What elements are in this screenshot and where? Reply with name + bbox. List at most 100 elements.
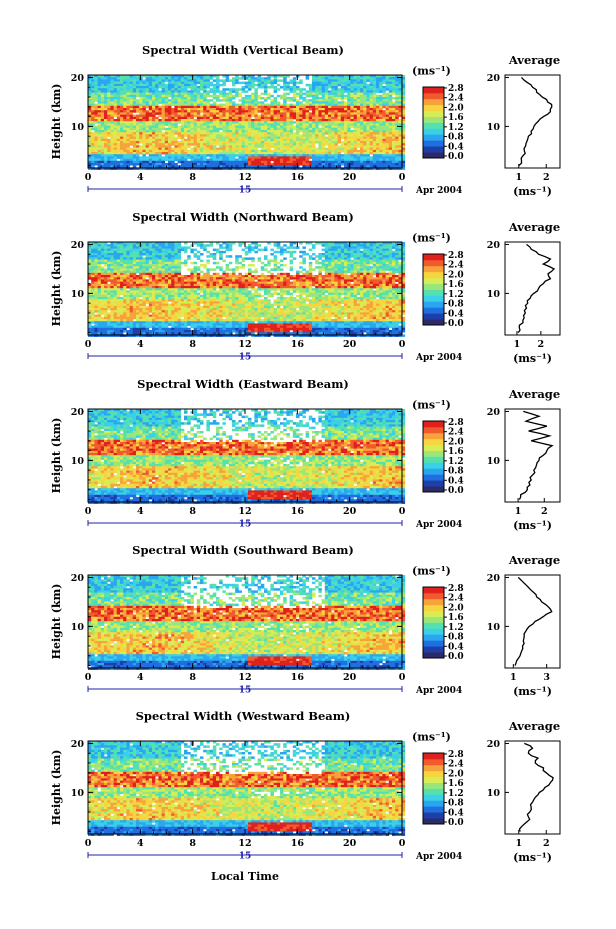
heatmap-cell bbox=[142, 147, 146, 151]
heatmap-cell bbox=[283, 116, 287, 120]
heatmap-cell bbox=[369, 94, 374, 98]
heatmap-cell bbox=[158, 125, 162, 129]
heatmap-cell bbox=[328, 103, 332, 107]
heatmap-cell bbox=[174, 248, 178, 252]
heatmap-cell bbox=[299, 136, 303, 140]
heatmap-cell bbox=[129, 132, 134, 135]
heatmap-cell bbox=[123, 255, 127, 258]
heatmap-cell bbox=[312, 149, 316, 153]
heatmap-cell bbox=[401, 165, 406, 168]
heatmap-cell bbox=[356, 99, 361, 102]
heatmap-cell bbox=[379, 160, 383, 164]
heatmap-cell bbox=[241, 266, 246, 269]
heatmap-cell bbox=[334, 261, 338, 265]
heatmap-cell bbox=[184, 121, 188, 124]
heatmap-cell bbox=[276, 154, 281, 157]
heatmap-cell bbox=[244, 167, 249, 170]
heatmap-cell bbox=[324, 242, 329, 245]
heatmap-cell bbox=[155, 253, 159, 256]
heatmap-cell bbox=[238, 143, 242, 146]
heatmap-cell bbox=[222, 112, 226, 115]
heatmap-cell bbox=[171, 110, 175, 113]
heatmap-cell bbox=[318, 108, 322, 111]
heatmap-cell bbox=[100, 154, 105, 157]
heatmap-cell bbox=[401, 158, 406, 162]
heatmap-cell bbox=[257, 136, 262, 140]
heatmap-cell bbox=[363, 264, 367, 267]
heatmap-cell bbox=[193, 132, 198, 135]
heatmap-cell bbox=[120, 163, 124, 166]
heatmap-cell bbox=[126, 255, 130, 258]
heatmap-cell bbox=[369, 114, 374, 118]
heatmap-cell bbox=[350, 79, 354, 82]
heatmap-cell bbox=[238, 103, 242, 107]
heatmap-cell bbox=[180, 116, 185, 120]
heatmap-cell bbox=[97, 266, 102, 269]
heatmap-cell bbox=[392, 86, 396, 89]
heatmap-cell bbox=[379, 127, 383, 131]
heatmap-cell bbox=[190, 75, 194, 78]
heatmap-cell bbox=[158, 92, 162, 96]
heatmap-cell bbox=[104, 156, 108, 159]
heatmap-cell bbox=[184, 94, 188, 98]
heatmap-cell bbox=[190, 79, 194, 82]
heatmap-cell bbox=[235, 79, 239, 82]
heatmap-cell bbox=[164, 90, 169, 93]
heatmap-cell bbox=[94, 79, 98, 82]
heatmap-cell bbox=[340, 86, 345, 89]
heatmap-cell bbox=[276, 242, 281, 245]
heatmap-cell bbox=[392, 143, 396, 146]
heatmap-cell bbox=[216, 134, 220, 137]
heatmap-cell bbox=[190, 77, 194, 80]
heatmap-cell bbox=[312, 163, 316, 166]
heatmap-cell bbox=[225, 99, 230, 102]
heatmap-cell bbox=[110, 83, 114, 87]
heatmap-cell bbox=[152, 163, 156, 166]
heatmap-cell bbox=[273, 141, 278, 144]
heatmap-cell bbox=[155, 123, 159, 126]
heatmap-cell bbox=[324, 248, 329, 252]
heatmap-cell bbox=[401, 103, 406, 107]
heatmap-cell bbox=[116, 130, 121, 133]
heatmap-cell bbox=[235, 149, 239, 153]
heatmap-cell bbox=[347, 83, 351, 87]
heatmap-cell bbox=[312, 244, 316, 247]
heatmap-cell bbox=[334, 246, 338, 249]
heatmap-cell bbox=[289, 261, 294, 265]
heatmap-cell bbox=[244, 103, 249, 107]
heatmap-cell bbox=[337, 255, 342, 258]
heatmap-cell bbox=[158, 81, 162, 85]
heatmap-cell bbox=[225, 244, 230, 247]
heatmap-cell bbox=[225, 136, 230, 140]
heatmap-cell bbox=[334, 152, 338, 155]
heatmap-cell bbox=[385, 156, 390, 159]
heatmap-cell bbox=[190, 81, 194, 85]
heatmap-cell bbox=[340, 145, 345, 148]
heatmap-cell bbox=[152, 266, 156, 269]
heatmap-cell bbox=[379, 123, 383, 126]
heatmap-cell bbox=[312, 138, 316, 142]
heatmap-cell bbox=[110, 130, 114, 133]
heatmap-cell bbox=[116, 127, 121, 131]
heatmap-cell bbox=[376, 165, 380, 168]
heatmap-cell bbox=[116, 259, 121, 263]
colorbar-swatch bbox=[423, 152, 444, 159]
heatmap-cell bbox=[171, 75, 175, 78]
heatmap-cell bbox=[376, 152, 380, 155]
heatmap-cell bbox=[235, 81, 239, 85]
heatmap-cell bbox=[248, 167, 252, 170]
heatmap-cell bbox=[276, 261, 281, 265]
heatmap-cell bbox=[273, 156, 278, 159]
heatmap-cell bbox=[97, 242, 102, 245]
heatmap-cell bbox=[88, 134, 92, 137]
heatmap-cell bbox=[216, 266, 220, 269]
heatmap-cell bbox=[379, 149, 383, 153]
heatmap-cell bbox=[328, 138, 332, 142]
heatmap-cell bbox=[232, 143, 236, 146]
heatmap-cell bbox=[312, 143, 316, 146]
heatmap-cell bbox=[248, 103, 252, 107]
heatmap-cell bbox=[132, 94, 137, 98]
heatmap-cell bbox=[225, 92, 230, 96]
heatmap-cell bbox=[315, 132, 319, 135]
heatmap-cell bbox=[228, 94, 233, 98]
